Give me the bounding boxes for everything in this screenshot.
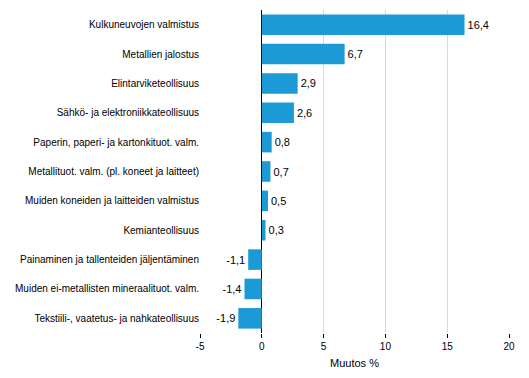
- svg-text:Sähkö- ja elektroniikkateollis: Sähkö- ja elektroniikkateollisuus: [57, 107, 199, 118]
- svg-text:0: 0: [259, 341, 265, 352]
- svg-text:-1,4: -1,4: [223, 283, 242, 295]
- svg-text:-1,1: -1,1: [226, 254, 245, 266]
- svg-text:-1,9: -1,9: [216, 312, 235, 324]
- svg-text:16,4: 16,4: [468, 19, 489, 31]
- svg-text:5: 5: [321, 341, 327, 352]
- svg-text:Kulkuneuvojen valmistus: Kulkuneuvojen valmistus: [89, 19, 199, 30]
- svg-text:Metallituot. valm. (pl. koneet: Metallituot. valm. (pl. koneet ja laitte…: [28, 166, 199, 177]
- svg-text:Kemianteollisuus: Kemianteollisuus: [123, 225, 199, 236]
- svg-text:-5: -5: [196, 341, 205, 352]
- svg-text:Painaminen ja tallenteiden jäl: Painaminen ja tallenteiden jäljentäminen: [20, 254, 199, 265]
- svg-text:20: 20: [503, 341, 515, 352]
- svg-text:Elintarviketeollisuus: Elintarviketeollisuus: [111, 78, 199, 89]
- svg-text:Tekstiili-, vaatetus- ja nahka: Tekstiili-, vaatetus- ja nahkateollisuus: [34, 313, 199, 324]
- svg-text:10: 10: [380, 341, 392, 352]
- svg-text:15: 15: [442, 341, 454, 352]
- svg-text:0,5: 0,5: [271, 195, 286, 207]
- svg-text:Paperin, paperi- ja kartonkitu: Paperin, paperi- ja kartonkituot. valm.: [33, 137, 199, 148]
- svg-text:Muiden ei-metallisten mineraal: Muiden ei-metallisten mineraalituot. val…: [15, 283, 199, 294]
- svg-text:2,6: 2,6: [297, 107, 312, 119]
- svg-text:2,9: 2,9: [301, 77, 316, 89]
- svg-text:0,3: 0,3: [269, 224, 284, 236]
- svg-text:Muiden koneiden ja laitteiden: Muiden koneiden ja laitteiden valmistus: [25, 195, 199, 206]
- svg-text:0,8: 0,8: [275, 136, 290, 148]
- svg-text:0,7: 0,7: [273, 166, 288, 178]
- svg-text:6,7: 6,7: [348, 48, 363, 60]
- svg-text:Muutos %: Muutos %: [330, 357, 379, 369]
- svg-text:Metallien jalostus: Metallien jalostus: [122, 49, 199, 60]
